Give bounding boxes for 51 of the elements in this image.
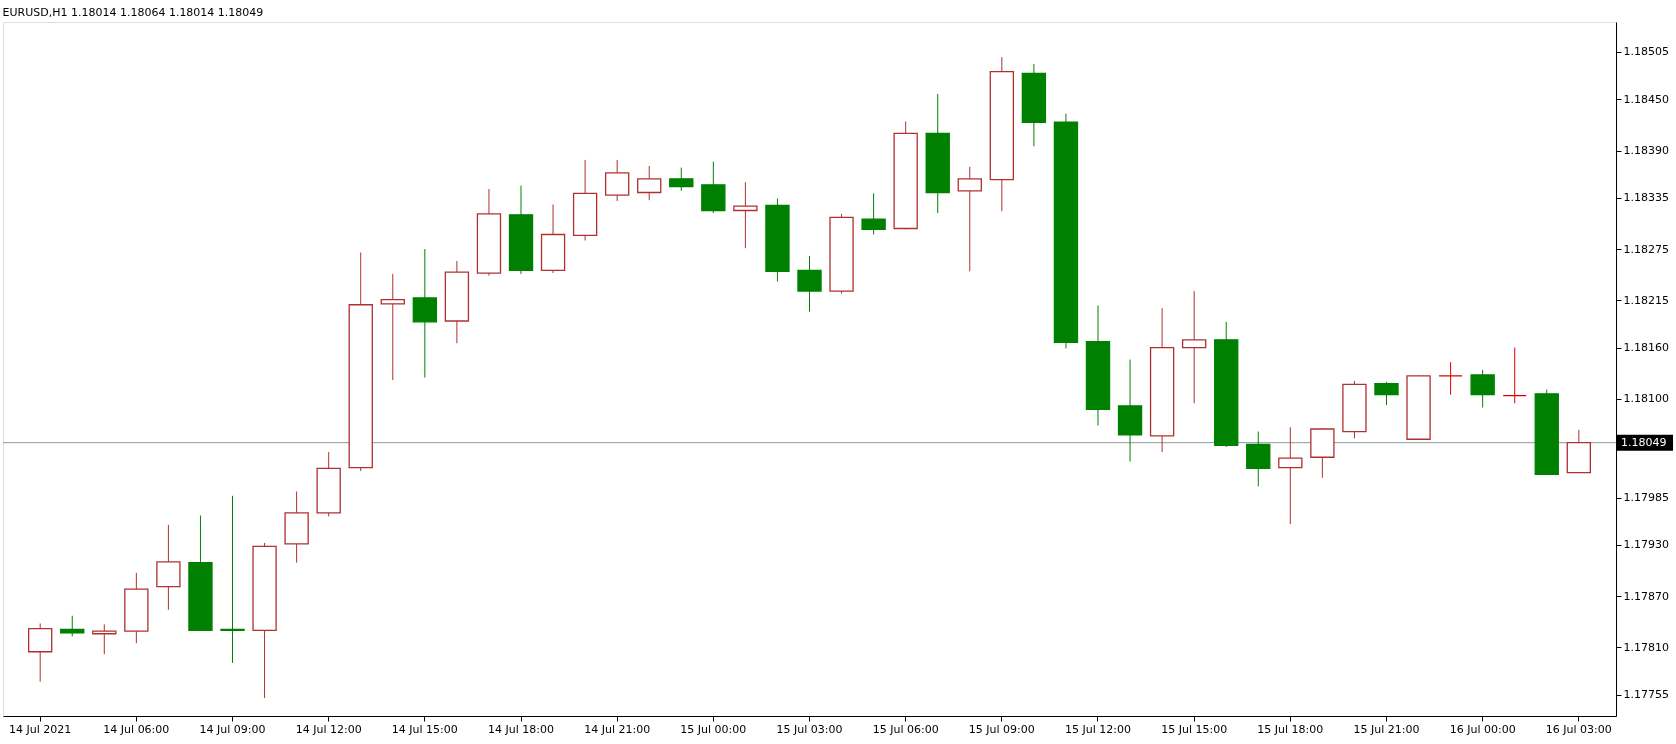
candlestick — [220, 495, 245, 664]
y-tick-label: 1.18450 — [1623, 92, 1669, 106]
x-tick-label: 15 Jul 21:00 — [1353, 722, 1420, 736]
candlestick — [27, 622, 53, 683]
x-tick-label: 15 Jul 09:00 — [968, 722, 1035, 736]
x-tick-label: 15 Jul 18:00 — [1257, 722, 1324, 736]
candlestick — [797, 255, 822, 313]
y-tick-label: 1.17930 — [1623, 538, 1669, 552]
y-tick-label: 1.17985 — [1623, 491, 1669, 505]
candlestick — [604, 159, 630, 202]
candlestick — [861, 192, 886, 235]
y-tick-label: 1.18275 — [1623, 242, 1669, 256]
candlestick — [1278, 426, 1303, 525]
x-tick-label: 15 Jul 03:00 — [776, 722, 843, 736]
x-tick-label: 14 Jul 09:00 — [199, 722, 266, 736]
candlestick — [1246, 431, 1271, 487]
x-tick-label: 14 Jul 15:00 — [391, 722, 458, 736]
x-tick-label: 14 Jul 18:00 — [488, 722, 554, 736]
x-tick-label: 16 Jul 03:00 — [1545, 722, 1612, 736]
candlestick — [1374, 381, 1399, 406]
x-tick-label: 15 Jul 00:00 — [680, 722, 747, 736]
candlestick — [669, 167, 694, 192]
x-tick-label: 14 Jul 12:00 — [295, 722, 362, 736]
candlestick — [1502, 347, 1527, 404]
y-tick-label: 1.18335 — [1623, 191, 1669, 205]
x-tick-label: 15 Jul 06:00 — [872, 722, 939, 736]
x-tick-label: 14 Jul 06:00 — [103, 722, 170, 736]
x-tick-label: 14 Jul 21:00 — [584, 722, 651, 736]
candlestick — [733, 181, 758, 249]
chart-title: EURUSD,H1 1.18014 1.18064 1.18014 1.18049 — [2, 6, 264, 19]
candlestick — [1438, 361, 1463, 396]
candlestick — [957, 166, 982, 272]
y-tick-label: 1.17870 — [1623, 589, 1669, 603]
x-tick-label: 15 Jul 15:00 — [1161, 722, 1228, 736]
y-tick-label: 1.17755 — [1623, 688, 1669, 702]
ref-line-label: 1.18049 — [1621, 435, 1667, 449]
y-tick-label: 1.18390 — [1623, 144, 1669, 158]
y-tick-label: 1.18215 — [1623, 293, 1669, 307]
candlestick — [380, 273, 405, 381]
y-tick-label: 1.18160 — [1623, 341, 1669, 355]
candlestick — [1470, 369, 1495, 409]
candlestick — [412, 248, 438, 379]
y-tick-label: 1.17810 — [1623, 640, 1669, 654]
x-tick-label: 16 Jul 00:00 — [1449, 722, 1516, 736]
candlestick — [1181, 290, 1207, 404]
y-tick-label: 1.18505 — [1623, 45, 1669, 59]
candlestick — [60, 615, 85, 637]
candlestick — [637, 165, 662, 201]
x-tick-label: 15 Jul 12:00 — [1065, 722, 1131, 736]
y-tick-label: 1.18100 — [1623, 392, 1669, 406]
x-tick-label: 14 Jul 2021 — [9, 722, 72, 736]
